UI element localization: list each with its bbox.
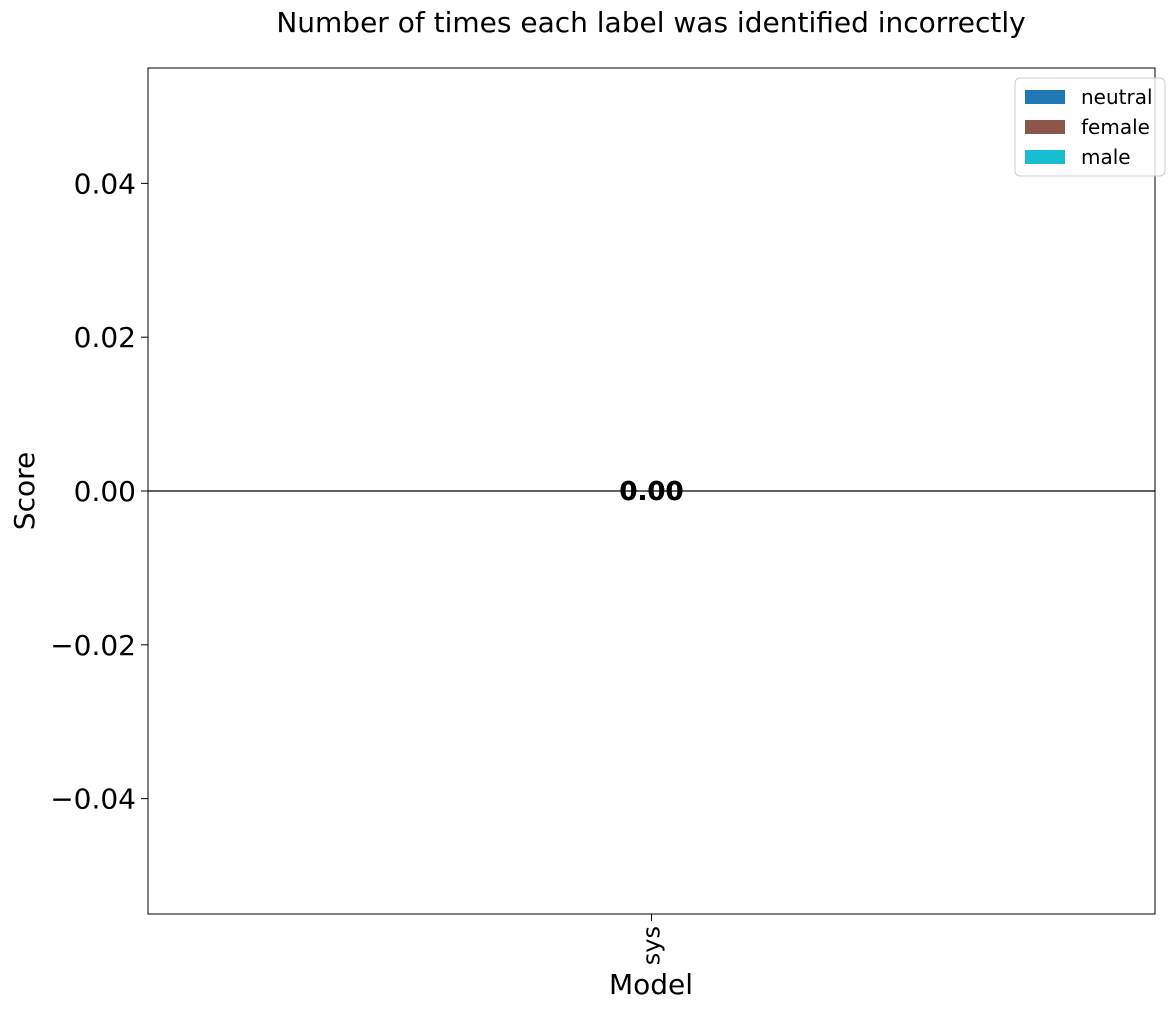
y-tick-label: 0.04 — [74, 167, 136, 200]
y-tick-label: −0.02 — [50, 629, 136, 662]
data-label-male: 0.00 — [619, 477, 683, 507]
legend-swatch-male — [1025, 150, 1065, 164]
legend-swatch-neutral — [1025, 90, 1065, 104]
y-tick-label: 0.02 — [74, 321, 136, 354]
y-tick-label: −0.04 — [50, 783, 136, 816]
x-axis-title: Model — [609, 968, 693, 1001]
y-axis-title: Score — [8, 452, 41, 530]
x-axis-ticks: sys — [638, 914, 666, 965]
chart-title: Number of times each label was identifie… — [276, 6, 1025, 39]
y-tick-label: 0.00 — [74, 475, 136, 508]
x-tick-label: sys — [638, 926, 666, 965]
legend: neutral female male — [1015, 78, 1165, 176]
y-axis-ticks: −0.04 −0.02 0.00 0.02 0.04 — [50, 167, 148, 815]
legend-swatch-female — [1025, 120, 1065, 134]
legend-label-female: female — [1081, 115, 1150, 139]
legend-label-male: male — [1081, 145, 1131, 169]
data-labels-group: 0.000.000.00 — [619, 477, 683, 507]
legend-label-neutral: neutral — [1081, 85, 1153, 109]
